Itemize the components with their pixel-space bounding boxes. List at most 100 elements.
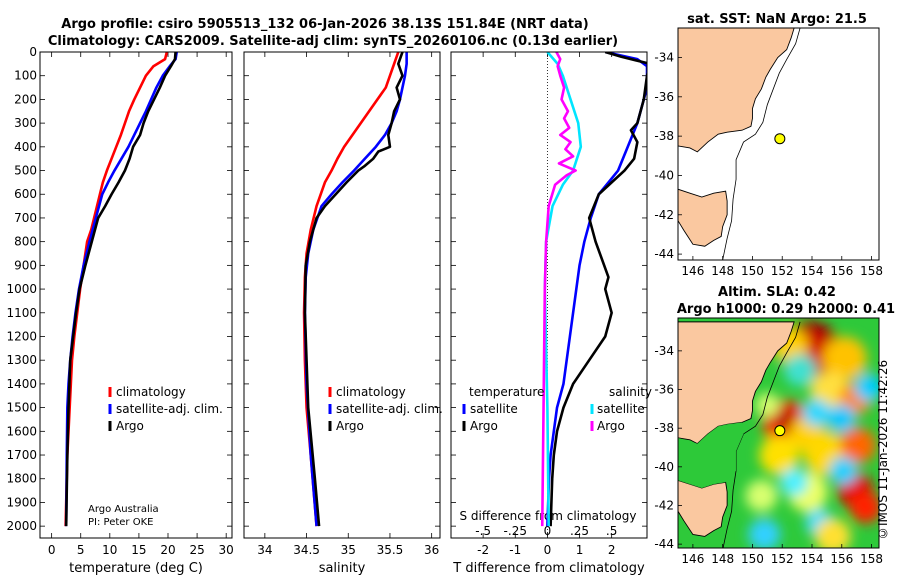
x-tick-label: 0 <box>48 543 56 557</box>
map-y-tick-label: -42 <box>654 498 674 512</box>
x-tick-label: 25 <box>189 543 204 557</box>
y-tick-label: 1600 <box>6 424 37 438</box>
y-tick-label: 1800 <box>6 472 37 486</box>
series-line-satellite-adj-clim- <box>64 52 179 527</box>
map-x-tick-label: 156 <box>830 264 853 278</box>
x-tick-label: -1 <box>509 543 521 557</box>
legend-label: Argo <box>470 419 498 433</box>
shelf-contour <box>722 321 801 548</box>
map-y-tick-label: -40 <box>654 168 674 182</box>
s-tick-label: .5 <box>606 524 617 538</box>
legend-label: satellite <box>470 402 518 416</box>
shelf-contour <box>722 28 801 260</box>
x-tick-label: 35 <box>341 543 356 557</box>
legend-label: Argo <box>336 419 364 433</box>
sla-anomaly-blob <box>780 468 809 497</box>
map-y-tick-label: -34 <box>654 50 674 64</box>
figure-title-line1: Argo profile: csiro 5905513_132 06-Jan-2… <box>61 17 588 32</box>
series-group <box>302 52 408 527</box>
legend-label: satellite-adj. clim. <box>336 402 443 416</box>
x-tick-label: 36 <box>424 543 439 557</box>
map-body <box>678 28 879 260</box>
x-tick-label: 20 <box>160 543 175 557</box>
series-group <box>64 52 179 527</box>
map-y-tick-label: -36 <box>654 90 674 104</box>
map-x-tick-label: 154 <box>801 552 824 566</box>
x-tick-label: 10 <box>102 543 117 557</box>
legend-title-salinity: salinity <box>609 385 652 399</box>
timestamp-watermark: ©IMOS 11-Jan-2026 11:42:26 <box>876 359 890 540</box>
bass-strait-field <box>678 422 744 489</box>
difference-profile-plot: -2 -1 0 1 2 T difference from climatology -.5-… <box>450 51 652 576</box>
x-tick-label: 15 <box>131 543 146 557</box>
y-tick-label: 1100 <box>6 306 37 320</box>
x-tick-label: 34 <box>257 543 272 557</box>
sla-anomaly-blob <box>840 427 877 464</box>
tasmania-land <box>678 479 728 537</box>
y-tick-label: 0 <box>29 45 37 59</box>
salinity-profile-plot: 34 34.5 35 35.5 36 salinity climatology satelli… <box>243 51 443 576</box>
map-x-tick-label: 156 <box>830 552 853 566</box>
sla-anomaly-blob <box>822 336 867 381</box>
credit-line2: PI: Peter OKE <box>88 517 153 528</box>
series-line-argo <box>303 52 404 527</box>
y-tick-label: 1400 <box>6 377 37 391</box>
x-tick-label: 30 <box>219 543 234 557</box>
legend-label: climatology <box>336 385 406 399</box>
map-x-tick-label: 150 <box>741 552 764 566</box>
legend-label: climatology <box>116 385 186 399</box>
map-y-tick-label: -38 <box>654 421 674 435</box>
map-body <box>678 318 879 548</box>
x-tick-label: 1 <box>576 543 584 557</box>
s-tick-label: .25 <box>570 524 589 538</box>
s-tick-label: -.5 <box>475 524 491 538</box>
map-x-tick-label: 158 <box>860 552 883 566</box>
legend-label: satellite <box>597 402 645 416</box>
series-line-climatology <box>302 52 400 527</box>
sla-anomaly-blob <box>784 354 817 387</box>
sla-anomaly-blob <box>748 518 781 548</box>
series-line-s-argo <box>540 52 577 527</box>
legend-label: satellite-adj. clim. <box>116 402 223 416</box>
argo-float-marker <box>774 133 786 145</box>
mainland-land <box>678 28 795 153</box>
sla-anomaly-blob <box>854 373 879 402</box>
sla-map-title-line1: Altim. SLA: 0.42 <box>718 285 836 300</box>
y-tick-label: 500 <box>14 164 37 178</box>
series-line-t-satellite <box>546 52 647 527</box>
x-tick-label: -2 <box>477 543 489 557</box>
argo-float-marker <box>774 425 786 437</box>
map-x-tick-label: 154 <box>801 264 824 278</box>
x-tick-label: 35.5 <box>377 543 404 557</box>
map-y-tick-label: -34 <box>654 344 674 358</box>
x-tick-label: 0 <box>544 543 552 557</box>
x-axis-label: temperature (deg C) <box>69 561 203 576</box>
x-axis-label: T difference from climatology <box>452 561 645 576</box>
map-x-tick-label: 148 <box>711 264 734 278</box>
credit-line1: Argo Australia <box>88 504 159 515</box>
panel-frame <box>450 51 648 539</box>
sla-anomaly-blob <box>829 456 858 485</box>
map-x-tick-label: 158 <box>860 264 883 278</box>
y-tick-label: 1300 <box>6 353 37 367</box>
sla-map-title-line2: Argo h1000: 0.29 h2000: 0.41 <box>677 302 895 317</box>
sla-map: 146 148 150 152 154 156 158 -34 -36 -38 -40 -42 -44 <box>654 317 883 566</box>
x-tick-label: 34.5 <box>293 543 320 557</box>
legend-label: Argo <box>116 419 144 433</box>
map-x-tick-label: 146 <box>681 552 704 566</box>
series-group <box>540 52 647 527</box>
y-tick-label: 800 <box>14 235 37 249</box>
temperature-profile-plot: 0100200300400500600700800900100011001200… <box>6 45 233 576</box>
y-tick-label: 400 <box>14 140 37 154</box>
y-tick-label: 700 <box>14 211 37 225</box>
panel-frame <box>39 51 233 539</box>
series-line-t-argo <box>549 52 647 527</box>
map-x-tick-label: 146 <box>681 264 704 278</box>
map-frame <box>677 317 880 549</box>
y-tick-label: 1200 <box>6 329 37 343</box>
map-x-tick-label: 152 <box>771 552 794 566</box>
y-tick-label: 200 <box>14 92 37 106</box>
panel-frame <box>243 51 441 539</box>
y-tick-label: 1900 <box>6 495 37 509</box>
